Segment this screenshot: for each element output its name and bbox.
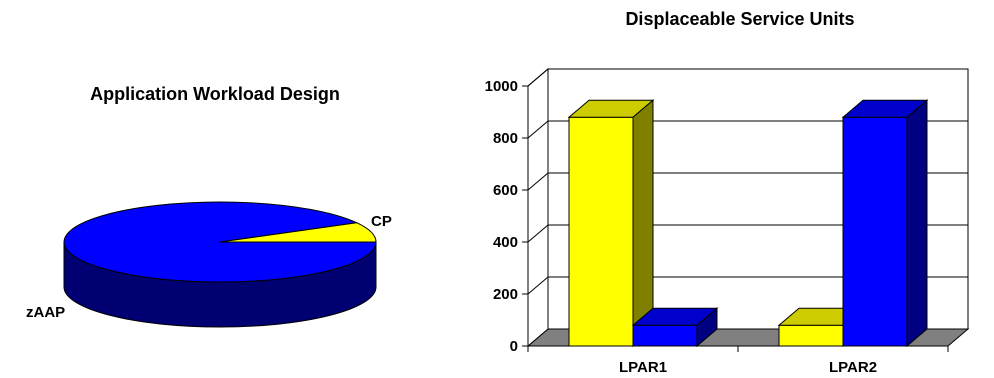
gridline: [527, 120, 968, 139]
gridline: [527, 172, 968, 191]
bar: [567, 99, 655, 348]
slice-label-cp: CP: [371, 213, 392, 230]
bar: [841, 99, 929, 348]
x-tick-label: LPAR2: [829, 359, 877, 376]
bar-side: [632, 99, 654, 348]
pie-title: Application Workload Design: [90, 84, 340, 104]
x-axis-labels: LPAR1 LPAR2: [619, 359, 877, 376]
y-tick-label: 200: [493, 286, 518, 303]
bar: [631, 307, 719, 348]
pie-chart: Application Workload Design CP zAAP: [26, 84, 392, 328]
y-tick-label: 1000: [485, 78, 518, 95]
gridlines: [527, 68, 968, 295]
gridline: [527, 68, 968, 87]
bar-side: [906, 99, 928, 348]
pie-body: [63, 201, 377, 328]
bars: [567, 99, 929, 348]
pie-slice-cp: [219, 222, 377, 243]
y-tick-label: 600: [493, 182, 518, 199]
bar-title: Displaceable Service Units: [625, 9, 854, 29]
bar-front: [632, 324, 698, 347]
bar-front: [568, 116, 634, 347]
gridline: [527, 224, 968, 243]
y-tick-label: 0: [510, 338, 518, 355]
plot-left-wall: [527, 67, 549, 348]
bar-side: [696, 307, 718, 348]
y-axis: 0 200 400 600 800 1000: [485, 78, 949, 355]
y-tick-label: 400: [493, 234, 518, 251]
slice-label-zaap: zAAP: [26, 304, 65, 321]
bar-chart: Displaceable Service Units 0 200 400 600 800…: [485, 9, 970, 376]
y-tick-label: 800: [493, 130, 518, 147]
bar-front: [778, 324, 844, 347]
x-tick-label: LPAR1: [619, 359, 667, 376]
bar-front: [842, 116, 908, 347]
gridline: [527, 276, 968, 295]
